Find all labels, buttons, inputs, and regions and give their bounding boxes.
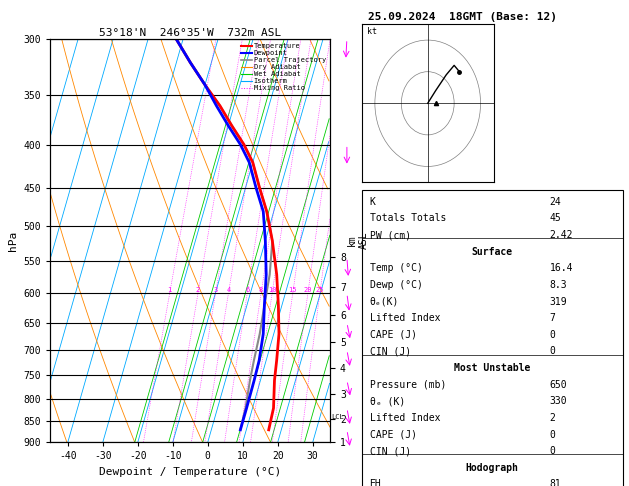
Text: 7: 7 — [550, 313, 555, 323]
Text: Surface: Surface — [472, 247, 513, 257]
Text: 20: 20 — [304, 287, 312, 294]
Text: Lifted Index: Lifted Index — [369, 413, 440, 423]
Text: 45: 45 — [550, 213, 561, 224]
Text: 25.09.2024  18GMT (Base: 12): 25.09.2024 18GMT (Base: 12) — [368, 12, 557, 22]
Title: 53°18'N  246°35'W  732m ASL: 53°18'N 246°35'W 732m ASL — [99, 28, 281, 38]
Text: θₑ (K): θₑ (K) — [369, 396, 404, 406]
Legend: Temperature, Dewpoint, Parcel Trajectory, Dry Adiabat, Wet Adiabat, Isotherm, Mi: Temperature, Dewpoint, Parcel Trajectory… — [241, 42, 326, 92]
Text: 3: 3 — [213, 287, 218, 294]
Text: Lifted Index: Lifted Index — [369, 313, 440, 323]
Text: CAPE (J): CAPE (J) — [369, 330, 416, 340]
Text: CIN (J): CIN (J) — [369, 347, 411, 356]
Text: CIN (J): CIN (J) — [369, 446, 411, 456]
Text: 10: 10 — [268, 287, 276, 294]
Text: 16.4: 16.4 — [550, 263, 573, 273]
Text: θₑ(K): θₑ(K) — [369, 296, 399, 307]
Text: EH: EH — [369, 479, 381, 486]
Text: PW (cm): PW (cm) — [369, 230, 411, 240]
Text: 4: 4 — [226, 287, 231, 294]
Text: K: K — [369, 197, 376, 207]
Text: Hodograph: Hodograph — [465, 463, 519, 473]
Text: 0: 0 — [550, 347, 555, 356]
Text: 0: 0 — [550, 446, 555, 456]
Text: 25: 25 — [316, 287, 324, 294]
Text: Dewp (°C): Dewp (°C) — [369, 280, 423, 290]
Text: 2: 2 — [550, 413, 555, 423]
Text: 8.3: 8.3 — [550, 280, 567, 290]
Text: kt: kt — [367, 27, 377, 36]
Text: Most Unstable: Most Unstable — [454, 363, 530, 373]
Text: 24: 24 — [550, 197, 561, 207]
Text: 330: 330 — [550, 396, 567, 406]
Y-axis label: hPa: hPa — [8, 230, 18, 251]
Text: 6: 6 — [245, 287, 249, 294]
Text: 0: 0 — [550, 330, 555, 340]
Text: 2.42: 2.42 — [550, 230, 573, 240]
Text: 0: 0 — [550, 430, 555, 439]
Text: CAPE (J): CAPE (J) — [369, 430, 416, 439]
Text: 650: 650 — [550, 380, 567, 390]
Text: 8: 8 — [259, 287, 263, 294]
Text: 15: 15 — [289, 287, 297, 294]
Text: 81: 81 — [550, 479, 561, 486]
Text: LCL: LCL — [331, 414, 344, 420]
Text: Pressure (mb): Pressure (mb) — [369, 380, 446, 390]
Y-axis label: km
ASL: km ASL — [347, 232, 369, 249]
Text: Temp (°C): Temp (°C) — [369, 263, 423, 273]
Text: Totals Totals: Totals Totals — [369, 213, 446, 224]
X-axis label: Dewpoint / Temperature (°C): Dewpoint / Temperature (°C) — [99, 467, 281, 477]
Text: 2: 2 — [196, 287, 200, 294]
Text: 319: 319 — [550, 296, 567, 307]
Text: 1: 1 — [167, 287, 172, 294]
